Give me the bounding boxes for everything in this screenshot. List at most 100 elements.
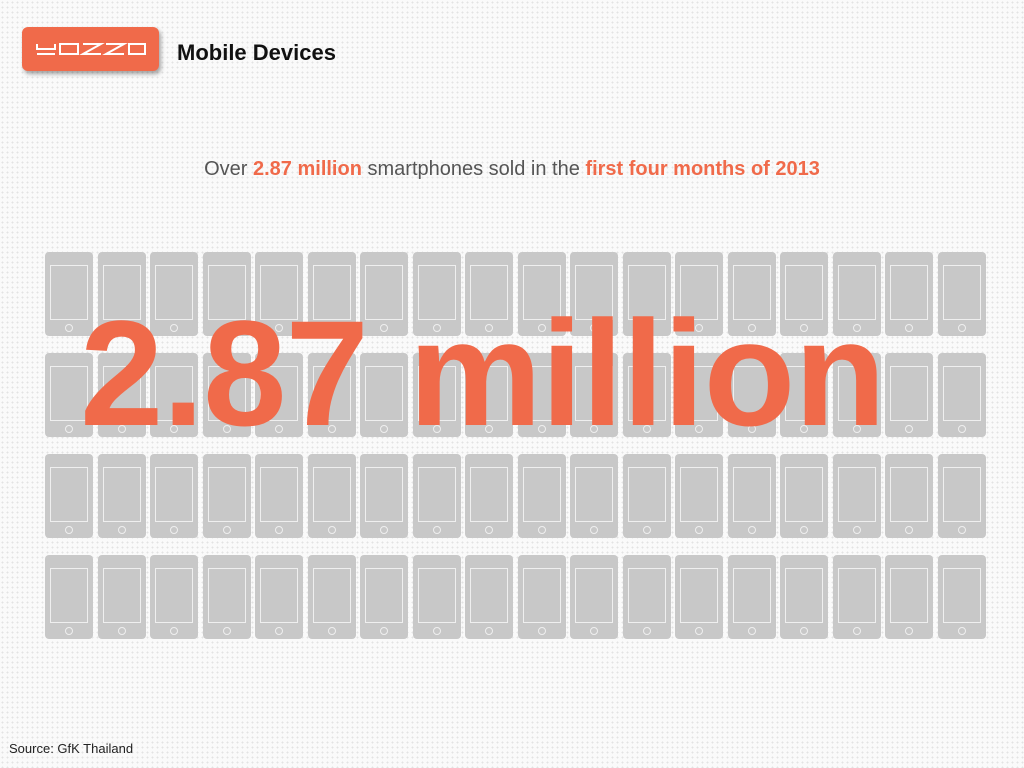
phone-screen bbox=[50, 467, 88, 522]
phone-screen bbox=[522, 366, 561, 421]
home-button-icon bbox=[222, 425, 231, 433]
smartphone-icon bbox=[570, 252, 618, 336]
phone-screen bbox=[417, 366, 456, 421]
phone-screen bbox=[207, 366, 246, 421]
smartphone-icon bbox=[937, 353, 986, 437]
smartphone-icon bbox=[622, 555, 671, 639]
phone-screen bbox=[312, 366, 351, 421]
smartphone-icon bbox=[832, 454, 881, 538]
phone-screen bbox=[785, 265, 823, 320]
subtitle-highlight-number: 2.87 million bbox=[253, 158, 362, 180]
source-note: Source: GfK Thailand bbox=[9, 741, 134, 756]
home-button-icon bbox=[275, 526, 283, 534]
smartphone-icon bbox=[45, 555, 93, 639]
home-button-icon bbox=[905, 526, 913, 534]
smartphone-icon bbox=[97, 252, 146, 336]
home-button-icon bbox=[327, 526, 336, 534]
phone-screen bbox=[155, 265, 193, 320]
yozzo-logo bbox=[22, 27, 159, 71]
phone-screen bbox=[785, 366, 823, 421]
phone-screen bbox=[575, 467, 613, 522]
home-button-icon bbox=[485, 324, 493, 332]
smartphone-icon bbox=[517, 555, 566, 639]
phone-screen bbox=[102, 467, 141, 522]
phone-screen bbox=[417, 568, 456, 623]
smartphone-icon bbox=[412, 252, 461, 336]
smartphone-icon bbox=[622, 353, 671, 437]
home-button-icon bbox=[800, 627, 808, 635]
home-button-icon bbox=[222, 324, 231, 332]
phone-screen bbox=[312, 568, 351, 623]
phone-screen bbox=[155, 467, 193, 522]
phone-screen bbox=[575, 366, 613, 421]
page-title: Mobile Devices bbox=[177, 40, 336, 65]
home-button-icon bbox=[65, 627, 73, 635]
phone-screen bbox=[732, 467, 771, 522]
smartphone-icon bbox=[727, 252, 776, 336]
phone-screen bbox=[522, 467, 561, 522]
phone-screen bbox=[522, 265, 561, 320]
home-button-icon bbox=[957, 627, 966, 635]
phone-screen bbox=[680, 265, 718, 320]
phone-screen bbox=[417, 265, 456, 320]
home-button-icon bbox=[432, 526, 441, 534]
phone-screen bbox=[470, 265, 508, 320]
home-button-icon bbox=[852, 425, 861, 433]
phone-screen bbox=[890, 568, 928, 623]
smartphone-icon bbox=[412, 353, 461, 437]
home-button-icon bbox=[747, 526, 756, 534]
phone-screen bbox=[942, 265, 981, 320]
home-button-icon bbox=[65, 324, 73, 332]
smartphone-icon bbox=[727, 353, 776, 437]
smartphone-icon bbox=[570, 454, 618, 538]
phone-screen bbox=[50, 568, 88, 623]
phone-icon-grid bbox=[45, 252, 986, 639]
home-button-icon bbox=[117, 425, 126, 433]
phone-screen bbox=[260, 366, 298, 421]
phone-screen bbox=[627, 467, 666, 522]
smartphone-icon bbox=[255, 454, 303, 538]
home-button-icon bbox=[695, 425, 703, 433]
home-button-icon bbox=[957, 324, 966, 332]
smartphone-icon bbox=[570, 353, 618, 437]
phone-screen bbox=[50, 265, 88, 320]
home-button-icon bbox=[852, 324, 861, 332]
home-button-icon bbox=[695, 526, 703, 534]
home-button-icon bbox=[327, 627, 336, 635]
phone-screen bbox=[365, 568, 403, 623]
home-button-icon bbox=[222, 627, 231, 635]
phone-screen bbox=[312, 265, 351, 320]
home-button-icon bbox=[380, 627, 388, 635]
home-button-icon bbox=[170, 526, 178, 534]
smartphone-icon bbox=[465, 555, 513, 639]
home-button-icon bbox=[170, 425, 178, 433]
home-button-icon bbox=[275, 425, 283, 433]
smartphone-icon bbox=[885, 353, 933, 437]
phone-screen bbox=[627, 366, 666, 421]
subtitle-middle: smartphones sold in the bbox=[361, 158, 586, 180]
phone-screen bbox=[575, 568, 613, 623]
home-button-icon bbox=[485, 627, 493, 635]
phone-screen bbox=[207, 467, 246, 522]
smartphone-icon bbox=[412, 555, 461, 639]
home-button-icon bbox=[432, 627, 441, 635]
home-button-icon bbox=[642, 324, 651, 332]
home-button-icon bbox=[380, 324, 388, 332]
phone-screen bbox=[102, 568, 141, 623]
yozzo-logo-wordmark-icon bbox=[35, 43, 146, 55]
home-button-icon bbox=[800, 425, 808, 433]
home-button-icon bbox=[537, 324, 546, 332]
phone-screen bbox=[155, 366, 193, 421]
home-button-icon bbox=[117, 324, 126, 332]
home-button-icon bbox=[800, 526, 808, 534]
home-button-icon bbox=[590, 627, 598, 635]
phone-screen bbox=[785, 467, 823, 522]
smartphone-icon bbox=[202, 353, 251, 437]
smartphone-icon bbox=[360, 454, 408, 538]
home-button-icon bbox=[380, 425, 388, 433]
phone-screen bbox=[365, 265, 403, 320]
smartphone-icon bbox=[202, 252, 251, 336]
big-number: 2.87 million bbox=[80, 289, 886, 457]
smartphone-icon bbox=[780, 454, 828, 538]
smartphone-icon bbox=[465, 353, 513, 437]
